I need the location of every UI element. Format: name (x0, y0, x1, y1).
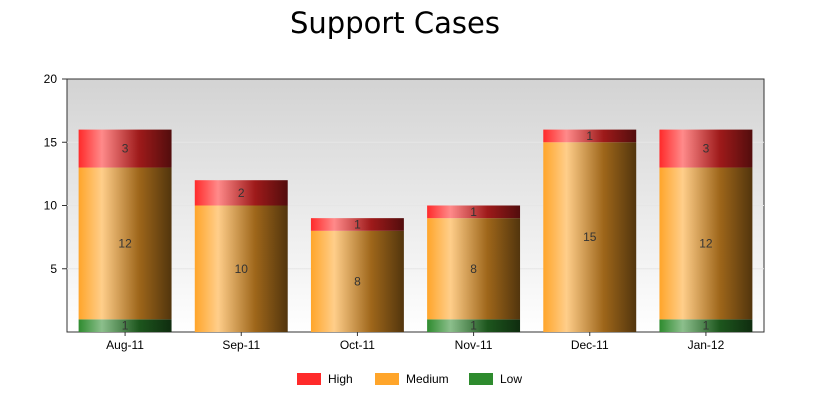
bar-medium-aug-11 (78, 167, 172, 320)
y-tick-label: 15 (44, 135, 58, 149)
y-tick-label: 10 (44, 199, 58, 213)
data-label-low-jan-12: 1 (703, 319, 710, 333)
bar-low-nov-11 (427, 319, 521, 332)
data-label-medium-jan-12: 12 (699, 236, 713, 250)
data-label-medium-oct-11: 8 (354, 274, 361, 288)
x-tick-label: Aug-11 (106, 338, 144, 352)
bar-high-dec-11 (543, 129, 637, 143)
data-label-low-nov-11: 1 (470, 319, 477, 333)
data-label-high-aug-11: 3 (122, 142, 129, 156)
data-label-medium-nov-11: 8 (470, 262, 477, 276)
data-label-high-oct-11: 1 (354, 217, 361, 231)
legend-label-low: Low (500, 372, 522, 386)
data-label-high-dec-11: 1 (586, 129, 593, 143)
bar-low-aug-11 (78, 319, 172, 332)
bar-high-aug-11 (78, 129, 172, 168)
y-tick-label: 20 (44, 72, 58, 86)
x-tick-label: Dec-11 (571, 338, 609, 352)
legend-swatch-low (469, 373, 493, 385)
grid-lines (67, 141, 764, 270)
axes: 5 10 15 20 Aug-11 Sep-11 Oct-11 Nov-11 Dec-11 Jan… (44, 72, 725, 352)
data-label-high-sep-11: 2 (238, 186, 245, 200)
bar-medium-sep-11 (194, 205, 288, 332)
legend-label-medium: Medium (406, 372, 449, 386)
x-tick-label: Nov-11 (455, 338, 493, 352)
x-tick-label: Sep-11 (222, 338, 260, 352)
data-label-medium-aug-11: 12 (118, 236, 132, 250)
legend-swatch-medium (375, 373, 399, 385)
bars: 1 12 3 10 2 8 1 1 8 1 15 1 1 12 3 (78, 129, 753, 333)
data-label-medium-dec-11: 15 (583, 230, 597, 244)
bar-high-sep-11 (194, 180, 288, 206)
legend: High Medium Low (297, 372, 522, 386)
data-label-high-jan-12: 3 (703, 142, 710, 156)
data-label-low-aug-11: 1 (122, 319, 129, 333)
y-tick-label: 5 (50, 262, 57, 276)
bar-medium-jan-12 (659, 167, 753, 320)
chart-title: Support Cases (290, 6, 500, 40)
x-tick-label: Jan-12 (688, 338, 725, 352)
data-label-high-nov-11: 1 (470, 205, 477, 219)
bar-high-nov-11 (427, 205, 521, 219)
bar-medium-oct-11 (310, 230, 404, 332)
bar-high-oct-11 (310, 218, 404, 231)
data-label-medium-sep-11: 10 (235, 262, 249, 276)
bar-medium-dec-11 (543, 142, 637, 332)
x-tick-label: Oct-11 (340, 338, 375, 352)
bar-high-jan-12 (659, 129, 753, 168)
legend-label-high: High (328, 372, 353, 386)
bar-medium-nov-11 (427, 218, 521, 320)
bar-low-jan-12 (659, 319, 753, 332)
legend-swatch-high (297, 373, 321, 385)
